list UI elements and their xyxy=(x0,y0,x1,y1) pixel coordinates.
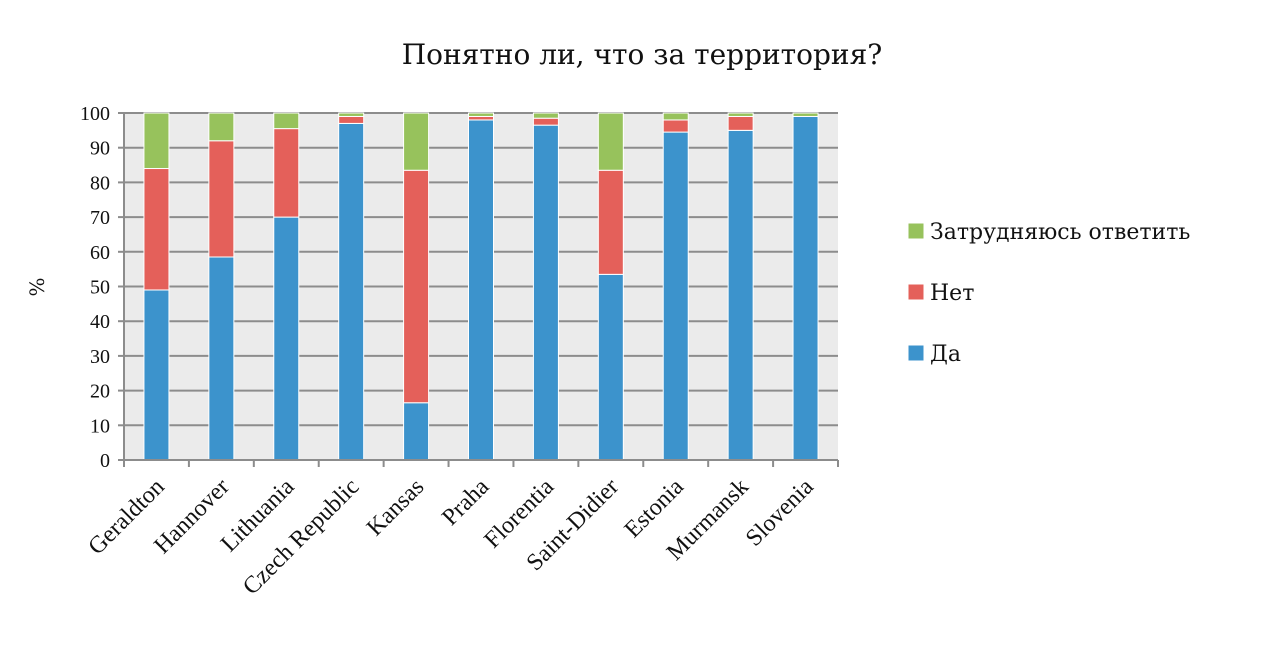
bar-1-8 xyxy=(597,273,624,461)
x-tick-label: Slovenia xyxy=(741,474,819,552)
y-tick-label: 20 xyxy=(90,381,110,403)
chart-title: Понятно ли, что за территория? xyxy=(402,38,883,71)
bar-3-11 xyxy=(792,112,819,117)
bar-2-7 xyxy=(532,117,559,126)
bar-2-4 xyxy=(338,115,365,124)
bar-2-3 xyxy=(273,128,300,218)
bar-3-4 xyxy=(338,112,365,117)
bar-3-1 xyxy=(143,112,170,170)
bar-3-3 xyxy=(273,112,300,130)
y-axis-label: % xyxy=(25,277,49,296)
y-tick-label: 30 xyxy=(90,346,110,368)
y-tick-label: 0 xyxy=(100,450,110,472)
bar-2-1 xyxy=(143,168,170,291)
bar-1-10 xyxy=(727,129,754,461)
bar-1-4 xyxy=(338,122,365,461)
y-tick-label: 90 xyxy=(90,138,110,160)
y-tick-label: 10 xyxy=(90,415,110,437)
bar-1-11 xyxy=(792,115,819,461)
bar-2-10 xyxy=(727,115,754,131)
bar-3-7 xyxy=(532,112,559,119)
bar-1-6 xyxy=(468,119,494,461)
y-tick-label: 80 xyxy=(90,172,110,194)
bar-1-5 xyxy=(403,402,430,461)
bar-3-6 xyxy=(468,112,494,117)
bar-3-2 xyxy=(208,112,235,142)
legend-swatch-1 xyxy=(907,344,925,362)
bar-3-8 xyxy=(597,112,624,171)
bar-3-10 xyxy=(727,112,754,117)
legend-label: Нет xyxy=(930,281,974,306)
y-tick-label: 60 xyxy=(90,242,110,264)
y-tick-label: 70 xyxy=(90,207,110,229)
bar-1-1 xyxy=(143,289,170,461)
bar-2-8 xyxy=(597,169,624,275)
bar-3-5 xyxy=(403,112,430,171)
y-tick-label: 50 xyxy=(90,277,110,299)
legend: Затрудняюсь ответить Нет Да xyxy=(907,220,1190,367)
legend-label: Затрудняюсь ответить xyxy=(930,220,1190,245)
legend-swatch-2 xyxy=(907,283,925,301)
x-tick-label: Praha xyxy=(437,474,494,531)
bar-1-3 xyxy=(273,216,300,461)
legend-label: Да xyxy=(930,342,961,367)
bar-2-9 xyxy=(662,119,689,133)
bar-1-9 xyxy=(662,131,689,461)
bar-1-7 xyxy=(532,124,559,461)
y-tick-label: 40 xyxy=(90,311,110,333)
x-tick-label: Kansas xyxy=(362,474,429,541)
legend-swatch-3 xyxy=(907,222,925,240)
y-tick-label: 100 xyxy=(80,103,110,125)
x-tick-label: Czech Republic xyxy=(238,474,364,600)
bar-2-2 xyxy=(208,140,235,258)
bar-1-2 xyxy=(208,256,235,461)
bar-2-6 xyxy=(468,115,494,121)
bar-3-9 xyxy=(662,112,689,121)
plot-area: 0102030405060708090100GeraldtonHannoverL… xyxy=(80,103,839,600)
bar-2-5 xyxy=(403,169,430,404)
